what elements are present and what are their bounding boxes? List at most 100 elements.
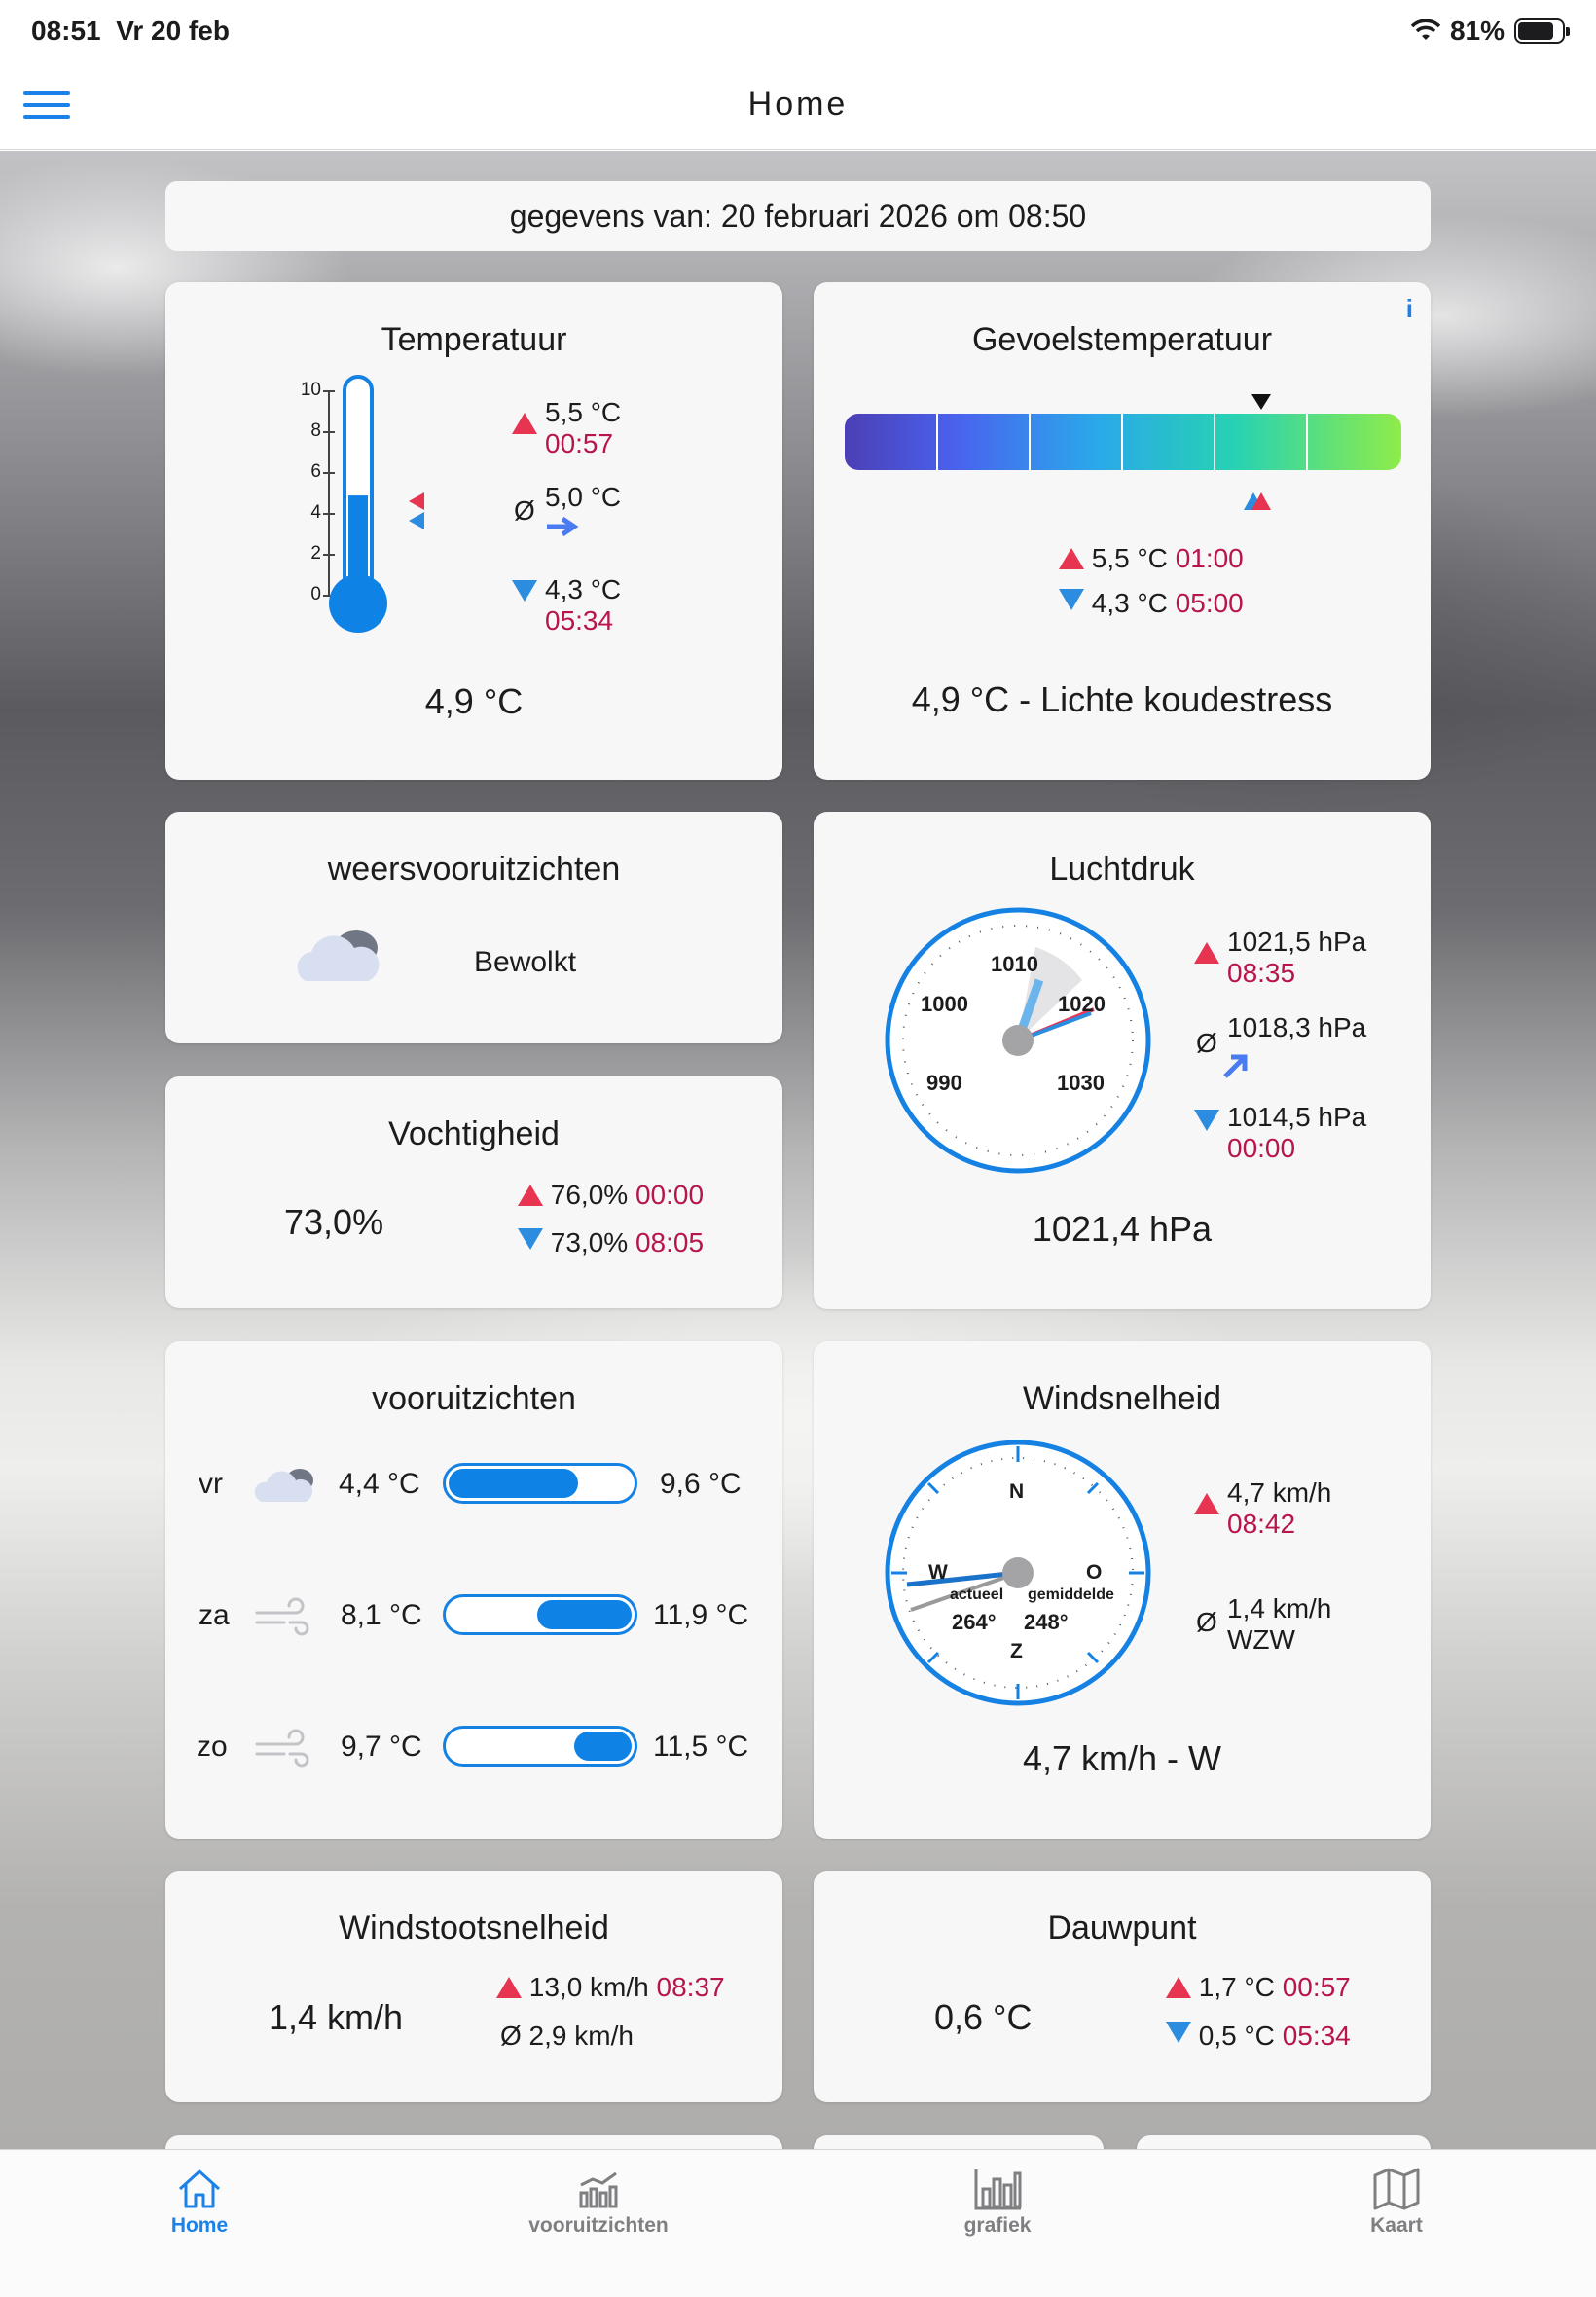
- tab-chart-label: grafiek: [963, 2214, 1032, 2237]
- dew-min-value: 0,5 °C: [1198, 2021, 1275, 2051]
- forecast-card[interactable]: vooruitzichten vr 4,4 °C 9,6 °C za 8,1 °…: [165, 1341, 782, 1839]
- pressure-max-value: 1021,5 hPa: [1227, 927, 1367, 957]
- max-arrow-icon: [1194, 942, 1219, 964]
- forecast-day: zo: [197, 1731, 228, 1763]
- temp-current: 4,9 °C: [424, 681, 524, 721]
- next-card[interactable]: [165, 2135, 782, 2149]
- feels-max-time: 01:00: [1175, 543, 1244, 573]
- min-arrow-icon: [1194, 1110, 1219, 1131]
- dew-min: 0,5 °C 05:34: [1166, 2021, 1351, 2052]
- dew-min-time: 05:34: [1282, 2021, 1351, 2051]
- humidity-max-time: 00:00: [635, 1180, 705, 1210]
- pressure-min: 1014,5 hPa 00:00: [1194, 1102, 1366, 1164]
- wind-icon: [255, 1729, 309, 1768]
- weather-forecast-card[interactable]: weersvooruitzichten Bewolkt: [165, 812, 782, 1043]
- status-right: 81%: [1410, 16, 1570, 47]
- min-arrow-icon: [512, 580, 537, 602]
- wind-icon: [255, 1597, 309, 1636]
- max-arrow-icon: [1166, 1977, 1191, 1998]
- wind-max: 4,7 km/h 08:42: [1194, 1477, 1331, 1540]
- min-arrow-icon: [1166, 2022, 1191, 2043]
- compass-east: O: [1086, 1561, 1103, 1584]
- forecast-row[interactable]: vr 4,4 °C 9,6 °C: [165, 1458, 782, 1516]
- tab-forecast-label: vooruitzichten: [528, 2214, 669, 2237]
- trend-right-icon: [547, 516, 579, 537]
- humidity-max-value: 76,0%: [550, 1180, 629, 1210]
- pressure-current: 1021,4 hPa: [1032, 1209, 1213, 1249]
- home-content[interactable]: gegevens van: 20 februari 2026 om 08:50 …: [0, 151, 1596, 2149]
- temp-min-value: 4,3 °C: [545, 574, 622, 604]
- actual-label: actueel: [950, 1586, 1004, 1603]
- scale-tick-label: 6: [310, 461, 321, 482]
- wind-avg-value: 1,4 km/h: [1227, 1593, 1332, 1623]
- next-card[interactable]: [1137, 2135, 1431, 2149]
- wind-gust-title: Windstootsnelheid: [339, 1910, 609, 1947]
- temperature-title: Temperatuur: [381, 321, 567, 358]
- humidity-card[interactable]: Vochtigheid 73,0% 76,0% 00:00 73,0% 08:0…: [165, 1076, 782, 1308]
- pressure-max: 1021,5 hPa 08:35: [1194, 927, 1367, 989]
- humidity-current: 73,0%: [284, 1202, 384, 1242]
- tab-map[interactable]: Kaart: [1251, 2150, 1542, 2267]
- actual-direction: 264°: [952, 1610, 997, 1634]
- forecast-range-bar: [443, 1594, 637, 1635]
- home-icon: [178, 2169, 221, 2208]
- wind-avg: Ø 1,4 km/h WZW: [1196, 1593, 1332, 1656]
- gust-avg: Ø 2,9 km/h: [500, 2021, 634, 2051]
- pressure-card[interactable]: Luchtdruk 1010 1000 1020 990 1030 1021,5…: [814, 812, 1431, 1309]
- temperature-card[interactable]: Temperatuur 10 8 6 4 2 0 5,5 °C 00:57: [165, 282, 782, 780]
- thermometer-icon: [323, 375, 424, 633]
- forecast-row[interactable]: za 8,1 °C 11,9 °C: [165, 1589, 782, 1648]
- max-arrow-icon: [1059, 548, 1084, 569]
- max-arrow-icon: [518, 1185, 543, 1206]
- gust-max: 13,0 km/h 08:37: [496, 1972, 725, 2003]
- max-arrow-icon: [1194, 1493, 1219, 1514]
- dew-max: 1,7 °C 00:57: [1166, 1972, 1351, 2003]
- battery-icon: [1514, 18, 1570, 44]
- wind-gust-card[interactable]: Windstootsnelheid 1,4 km/h 13,0 km/h 08:…: [165, 1871, 782, 2102]
- temp-min: 4,3 °C 05:34: [512, 574, 622, 637]
- humidity-max: 76,0% 00:00: [518, 1180, 704, 1211]
- forecast-row[interactable]: zo 9,7 °C 11,5 °C: [165, 1721, 782, 1779]
- tab-forecast[interactable]: vooruitzichten: [453, 2150, 744, 2267]
- feels-min: 4,3 °C 05:00: [1059, 588, 1244, 619]
- tab-bar: Home vooruitzichten grafiek Kaart: [0, 2149, 1596, 2297]
- trend-up-icon: [1223, 1054, 1248, 1078]
- status-date: Vr 20 feb: [116, 16, 230, 46]
- tab-home[interactable]: Home: [54, 2150, 345, 2267]
- pressure-min-time: 00:00: [1227, 1133, 1296, 1163]
- wind-speed-card[interactable]: Windsnelheid N O Z W actueel gemiddelde …: [814, 1341, 1431, 1839]
- dial-label: 1030: [1057, 1071, 1105, 1095]
- next-card[interactable]: [814, 2135, 1104, 2149]
- tab-home-label: Home: [170, 2214, 229, 2237]
- wind-current: 4,7 km/h - W: [1022, 1738, 1222, 1778]
- map-icon: [1373, 2168, 1420, 2210]
- dew-max-time: 00:57: [1282, 1972, 1351, 2002]
- pressure-title: Luchtdruk: [1049, 851, 1195, 888]
- info-button[interactable]: i: [1405, 294, 1413, 323]
- tab-chart[interactable]: grafiek: [852, 2150, 1143, 2267]
- status-time: 08:51 Vr 20 feb: [31, 16, 230, 47]
- menu-button[interactable]: [21, 88, 72, 125]
- scale-tick-label: 8: [310, 420, 321, 441]
- wind-speed-title: Windsnelheid: [1022, 1380, 1222, 1417]
- dial-label: 1010: [991, 952, 1038, 976]
- cloud-icon: [254, 1469, 313, 1502]
- average-symbol: Ø: [1196, 1028, 1217, 1058]
- feels-min-value: 4,3 °C: [1091, 588, 1168, 618]
- dew-point-card[interactable]: Dauwpunt 0,6 °C 1,7 °C 00:57 0,5 °C 05:3…: [814, 1871, 1431, 2102]
- feels-like-card[interactable]: i Gevoelstemperatuur 5,5 °C 01:00 4,3 °C…: [814, 282, 1431, 780]
- gust-max-time: 08:37: [656, 1972, 725, 2002]
- humidity-title: Vochtigheid: [388, 1115, 560, 1152]
- average-symbol: Ø: [1196, 1607, 1217, 1637]
- wifi-icon: [1410, 19, 1440, 40]
- bar-chart-icon: [974, 2169, 1022, 2210]
- forecast-max: 9,6 °C: [660, 1468, 742, 1500]
- forecast-range-fill: [574, 1732, 632, 1761]
- status-bar: 08:51 Vr 20 feb 81%: [0, 0, 1596, 60]
- temp-max: 5,5 °C 00:57: [512, 397, 621, 459]
- scale-tick-label: 10: [300, 380, 321, 400]
- forecast-range-bar: [443, 1463, 637, 1504]
- feels-like-markers: [1244, 492, 1271, 510]
- dew-point-title: Dauwpunt: [1047, 1910, 1197, 1947]
- tab-map-label: Kaart: [1370, 2214, 1423, 2237]
